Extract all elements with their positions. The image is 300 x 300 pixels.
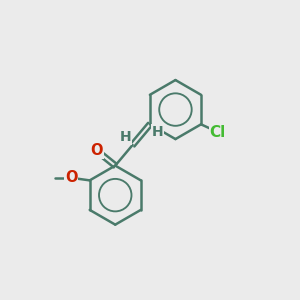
- Text: H: H: [120, 130, 131, 144]
- Text: O: O: [65, 170, 77, 185]
- Text: Cl: Cl: [210, 124, 226, 140]
- Text: H: H: [152, 125, 164, 139]
- Text: O: O: [91, 143, 103, 158]
